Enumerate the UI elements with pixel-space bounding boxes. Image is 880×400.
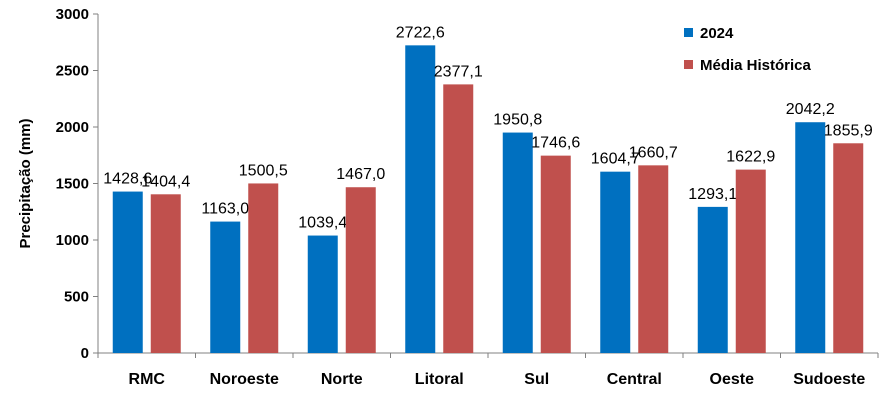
y-tick-label: 2500	[56, 63, 89, 80]
data-label: 1660,7	[629, 144, 678, 161]
data-label: 2722,6	[396, 24, 445, 41]
data-label: 1293,1	[688, 186, 737, 203]
x-category-label: Sudoeste	[793, 371, 865, 388]
data-label: 1467,0	[336, 166, 385, 183]
legend-swatch	[684, 60, 693, 69]
y-tick-label: 2000	[56, 119, 89, 136]
data-label: 1622,9	[726, 149, 775, 166]
data-label: 1163,0	[201, 201, 249, 218]
legend-label: 2024	[700, 25, 734, 42]
x-category-label: Sul	[524, 371, 549, 388]
x-category-label: RMC	[129, 371, 166, 388]
bar	[697, 206, 728, 353]
bar	[443, 84, 474, 354]
data-label: 1604,7	[591, 151, 640, 168]
y-tick-label: 1500	[56, 176, 89, 193]
data-label: 1404,4	[141, 173, 190, 190]
y-tick-label: 500	[64, 289, 89, 306]
bar	[833, 143, 864, 353]
bar	[735, 169, 766, 353]
data-label: 1500,5	[239, 162, 288, 179]
data-label: 1746,6	[531, 135, 580, 152]
bar	[345, 187, 376, 353]
bar	[638, 165, 669, 353]
bar	[248, 183, 279, 353]
bar	[600, 171, 631, 353]
bar	[795, 122, 826, 353]
y-tick-label: 3000	[56, 6, 89, 23]
bar	[405, 45, 436, 354]
bar	[540, 155, 571, 353]
data-label: 1950,8	[493, 112, 542, 129]
bar	[150, 194, 181, 353]
legend-label: Média Histórica	[700, 57, 812, 74]
data-label: 1428,6	[103, 171, 152, 188]
data-label: 2042,2	[786, 101, 835, 118]
x-category-label: Litoral	[415, 371, 464, 388]
x-category-label: Norte	[321, 371, 363, 388]
bar	[210, 221, 241, 353]
x-category-label: Noroeste	[210, 371, 279, 388]
bar	[112, 191, 143, 353]
bar	[307, 235, 338, 353]
x-category-label: Central	[607, 371, 662, 388]
x-category-label: Oeste	[710, 371, 755, 388]
data-label: 1855,9	[824, 122, 873, 139]
y-tick-label: 1000	[56, 232, 89, 249]
legend-swatch	[684, 28, 693, 37]
data-label: 1039,4	[298, 215, 347, 232]
y-axis-title: Precipitação (mm)	[17, 118, 34, 248]
bar	[502, 132, 533, 353]
y-tick-label: 0	[81, 345, 89, 362]
data-label: 2377,1	[434, 63, 483, 80]
